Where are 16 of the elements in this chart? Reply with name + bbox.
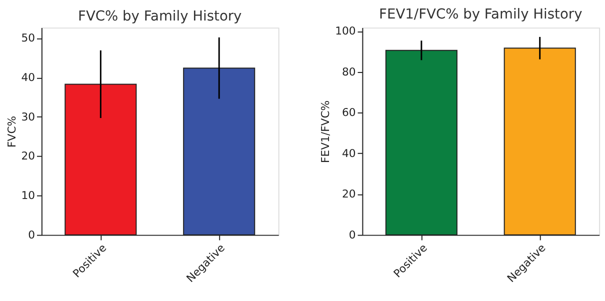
y-tick-label: 40 [21, 70, 36, 84]
y-tick-label: 80 [342, 65, 356, 78]
y-tick-label: 0 [348, 228, 356, 242]
y-tick-label: 40 [342, 146, 356, 160]
y-tick-label: 60 [342, 106, 356, 120]
y-tick-label: 10 [21, 188, 36, 202]
y-axis-title: FEV1/FVC% [319, 100, 332, 163]
chart-title: FVC% by Family History [78, 8, 242, 25]
y-axis-title: FVC% [5, 116, 18, 148]
y-tick-label: 50 [21, 32, 36, 45]
y-tick-label: 0 [28, 228, 36, 242]
y-tick-label: 100 [335, 24, 356, 38]
y-tick-label: 20 [21, 150, 36, 163]
y-tick-label: 20 [342, 188, 356, 201]
chart-title: FEV1/FVC% by Family History [379, 6, 582, 22]
y-tick-label: 30 [21, 110, 36, 124]
